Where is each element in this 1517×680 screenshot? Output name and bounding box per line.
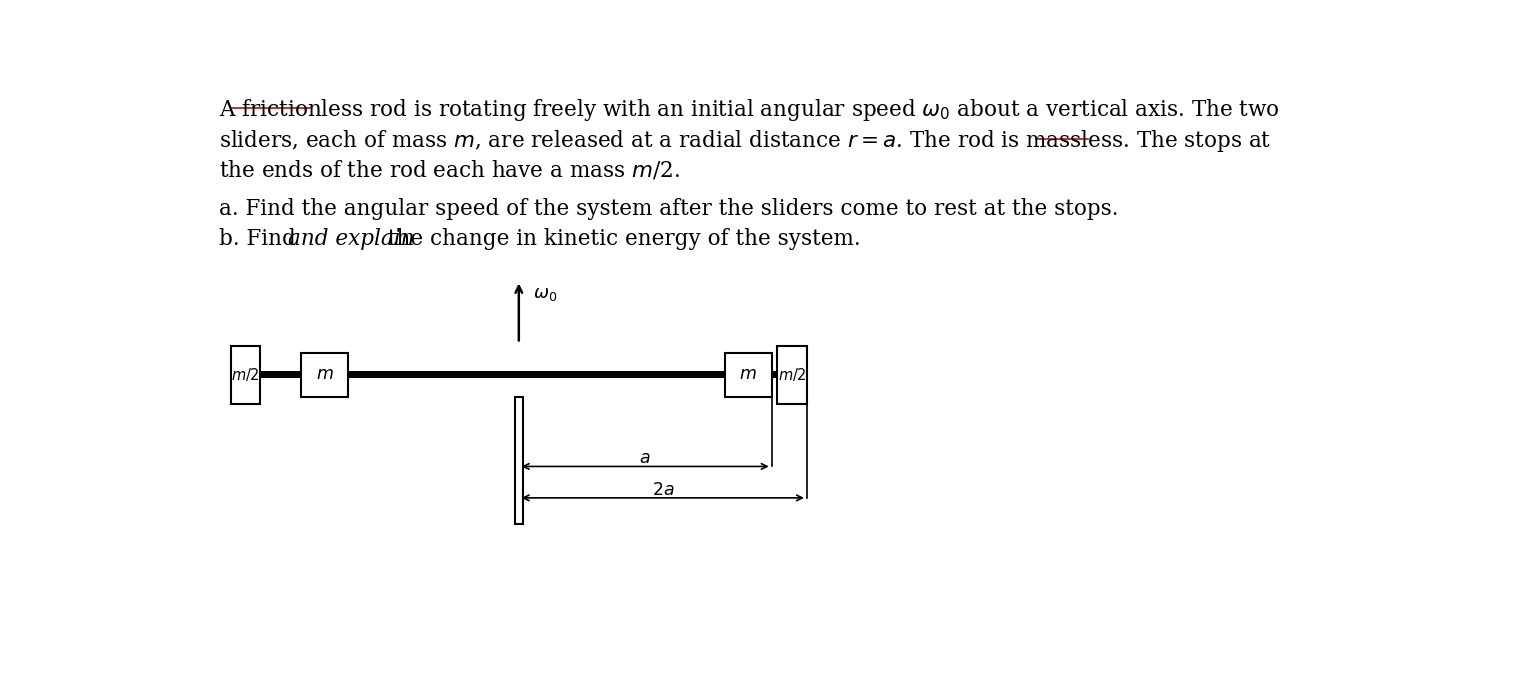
Bar — [231, 371, 807, 379]
Text: $2a$: $2a$ — [652, 481, 674, 498]
Text: $a$: $a$ — [640, 450, 651, 467]
Text: $m$: $m$ — [739, 367, 757, 384]
Text: $m/2$: $m/2$ — [231, 367, 259, 384]
Bar — [777, 346, 807, 404]
Text: b. Find: b. Find — [218, 228, 303, 250]
Text: the change in kinetic energy of the system.: the change in kinetic energy of the syst… — [381, 228, 860, 250]
Text: the ends of the rod each have a mass $m$/2.: the ends of the rod each have a mass $m$… — [218, 158, 680, 181]
Text: and explain: and explain — [288, 228, 414, 250]
Text: a. Find the angular speed of the system after the sliders come to rest at the st: a. Find the angular speed of the system … — [218, 197, 1118, 220]
Bar — [302, 352, 349, 397]
Text: sliders, each of mass $m$, are released at a radial distance $r = a$. The rod is: sliders, each of mass $m$, are released … — [218, 128, 1271, 154]
Bar — [514, 397, 523, 524]
Text: $m/2$: $m/2$ — [778, 367, 807, 384]
Text: $\omega_0$: $\omega_0$ — [532, 285, 557, 303]
Bar — [725, 352, 772, 397]
Text: $m$: $m$ — [316, 367, 334, 384]
Text: A frictionless rod is rotating freely with an initial angular speed $\omega_0$ a: A frictionless rod is rotating freely wi… — [218, 97, 1280, 123]
Bar — [231, 346, 261, 404]
